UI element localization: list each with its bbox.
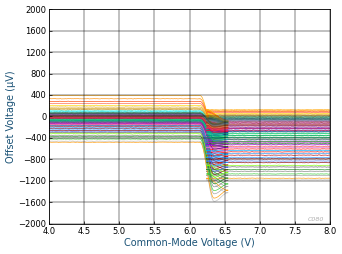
X-axis label: Common-Mode Voltage (V): Common-Mode Voltage (V) (124, 239, 255, 248)
Y-axis label: Offset Voltage (µV): Offset Voltage (µV) (5, 70, 15, 163)
Text: C080: C080 (308, 217, 324, 222)
